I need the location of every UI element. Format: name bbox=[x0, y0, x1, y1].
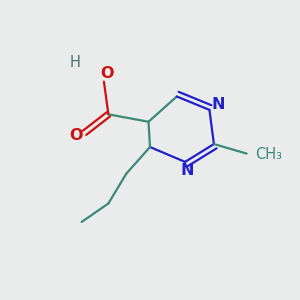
Text: CH₃: CH₃ bbox=[256, 147, 283, 162]
Text: O: O bbox=[100, 66, 114, 81]
Text: O: O bbox=[69, 128, 82, 143]
Text: H: H bbox=[69, 55, 80, 70]
Text: N: N bbox=[181, 163, 194, 178]
Text: N: N bbox=[211, 97, 224, 112]
